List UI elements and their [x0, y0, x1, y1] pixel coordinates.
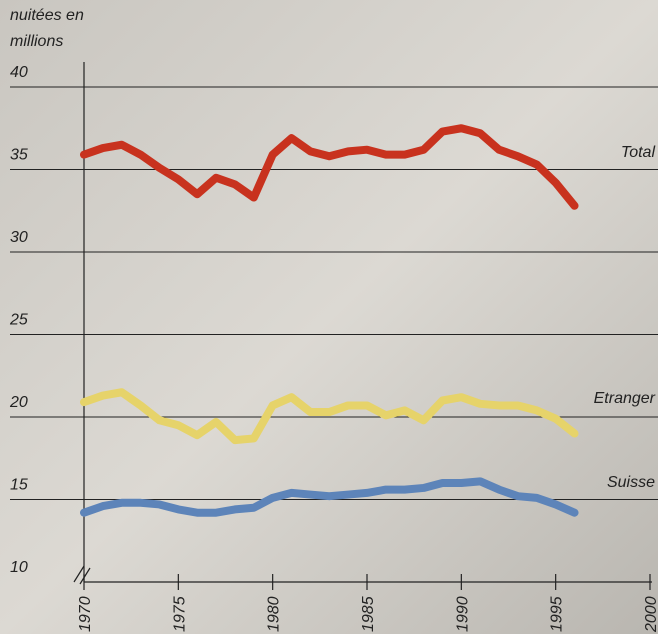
x-tick-label: 2000: [643, 596, 658, 633]
y-tick-label: 35: [10, 147, 28, 164]
y-axis-label: millions: [10, 33, 63, 50]
y-tick-label: 40: [10, 64, 28, 81]
chart: nuitées en millions 10 15 20 25 30 35 40 1970 19…: [0, 0, 658, 634]
x-tick-label: 1975: [171, 596, 188, 632]
series-label: Suisse: [607, 474, 655, 491]
y-tick-label: 15: [10, 477, 28, 494]
y-tick-label: 10: [10, 559, 28, 576]
x-tick-label: 1970: [77, 596, 94, 632]
x-tick-label: 1980: [266, 596, 283, 632]
background: [0, 0, 658, 634]
x-tick-label: 1990: [454, 596, 471, 632]
series-label: Total: [621, 144, 656, 161]
y-tick-label: 30: [10, 229, 28, 246]
y-axis-label: nuitées en: [10, 7, 84, 24]
x-tick-label: 1995: [549, 596, 566, 632]
series-label: Etranger: [594, 390, 656, 407]
y-tick-label: 20: [9, 394, 28, 411]
x-tick-label: 1985: [360, 596, 377, 632]
y-tick-label: 25: [9, 312, 28, 329]
